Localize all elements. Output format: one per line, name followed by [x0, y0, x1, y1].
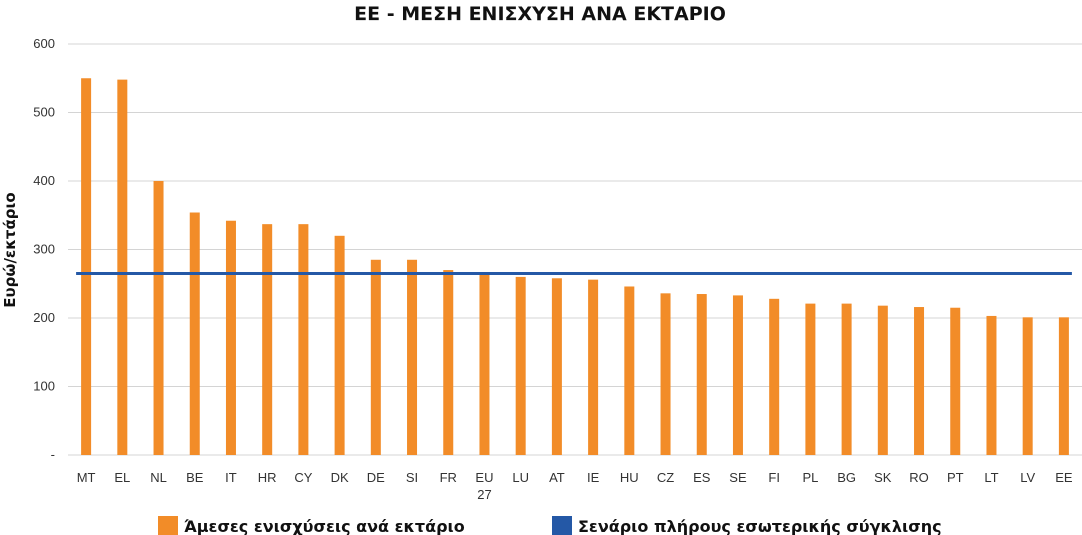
- bar: [551, 278, 562, 455]
- x-tick-label: AT: [549, 470, 565, 485]
- bar: [950, 307, 961, 455]
- bar: [298, 224, 309, 455]
- bar: [914, 307, 925, 455]
- x-axis-ticks: MT EL NL BE IT HR CY DK DE SI FR EU 27 LU AT IE HU CZ ES SE…: [77, 470, 1073, 502]
- x-tick-label: DK: [331, 470, 349, 485]
- legend-label-line: Σενάριο πλήρους εσωτερικής σύγκλισης: [578, 517, 942, 535]
- x-tick-label: ES: [693, 470, 711, 485]
- bar: [81, 78, 92, 455]
- x-tick-label: DE: [367, 470, 385, 485]
- y-tick-label: 100: [33, 379, 55, 394]
- x-tick-label: FR: [440, 470, 457, 485]
- y-tick-label: 300: [33, 242, 55, 257]
- bar: [1022, 317, 1033, 455]
- bar: [334, 235, 345, 455]
- x-tick-label: HU: [620, 470, 639, 485]
- x-tick-label: SE: [729, 470, 747, 485]
- bar: [153, 181, 164, 455]
- x-tick-label: CY: [294, 470, 312, 485]
- x-tick-label: SK: [874, 470, 892, 485]
- y-axis-label: Ευρώ/εκτάριο: [1, 192, 19, 307]
- x-tick-label: NL: [150, 470, 167, 485]
- x-tick-label: RO: [909, 470, 929, 485]
- bar: [262, 224, 273, 455]
- x-tick-label: IE: [587, 470, 600, 485]
- x-tick-label: BE: [186, 470, 204, 485]
- bar: [370, 259, 381, 455]
- legend-swatch-bars: [158, 516, 178, 535]
- x-tick-label: CZ: [657, 470, 674, 485]
- y-tick-label: -: [51, 447, 55, 462]
- x-tick-label: PL: [802, 470, 818, 485]
- x-tick-label: LU: [512, 470, 529, 485]
- bars: [81, 78, 1069, 456]
- x-tick-label: HR: [258, 470, 277, 485]
- bar: [479, 273, 490, 455]
- bar: [805, 303, 816, 455]
- bar: [877, 305, 888, 455]
- x-tick-label: IT: [225, 470, 237, 485]
- y-tick-label: 200: [33, 310, 55, 325]
- x-tick-label: LV: [1020, 470, 1035, 485]
- bar: [225, 220, 236, 455]
- bar: [443, 270, 454, 455]
- gridlines: [68, 43, 1082, 456]
- y-tick-label: 600: [33, 36, 55, 51]
- y-tick-label: 400: [33, 173, 55, 188]
- x-tick-label: SI: [406, 470, 418, 485]
- bar: [588, 279, 599, 455]
- bar: [696, 294, 707, 455]
- x-tick-label: EL: [114, 470, 130, 485]
- bar: [407, 259, 418, 455]
- legend: Άμεσες ενισχύσεις ανά εκτάριο Σενάριο πλ…: [158, 516, 942, 535]
- bar: [660, 293, 671, 455]
- bar: [624, 286, 635, 455]
- x-tick-label: LT: [984, 470, 998, 485]
- bar: [841, 303, 852, 455]
- x-tick-label: MT: [77, 470, 96, 485]
- y-tick-label: 500: [33, 105, 55, 120]
- y-axis-ticks: - 100 200 300 400 500 600: [33, 36, 55, 462]
- x-tick-label: EU 27: [475, 470, 493, 502]
- x-tick-label: PT: [947, 470, 964, 485]
- x-tick-label: EE: [1055, 470, 1073, 485]
- bar: [732, 295, 743, 455]
- chart-title: ΕΕ - ΜΕΣΗ ΕΝΙΣΧΥΣΗ ΑΝΑ ΕΚΤΑΡΙΟ: [354, 3, 726, 25]
- x-tick-label: FI: [768, 470, 780, 485]
- legend-label-bars: Άμεσες ενισχύσεις ανά εκτάριο: [184, 517, 465, 535]
- bar: [986, 315, 997, 455]
- bar: [769, 298, 780, 455]
- bar: [515, 276, 526, 455]
- x-tick-label: BG: [837, 470, 856, 485]
- legend-swatch-line: [552, 516, 572, 535]
- bar: [189, 212, 200, 455]
- bar: [1058, 317, 1069, 455]
- bar: [117, 79, 128, 456]
